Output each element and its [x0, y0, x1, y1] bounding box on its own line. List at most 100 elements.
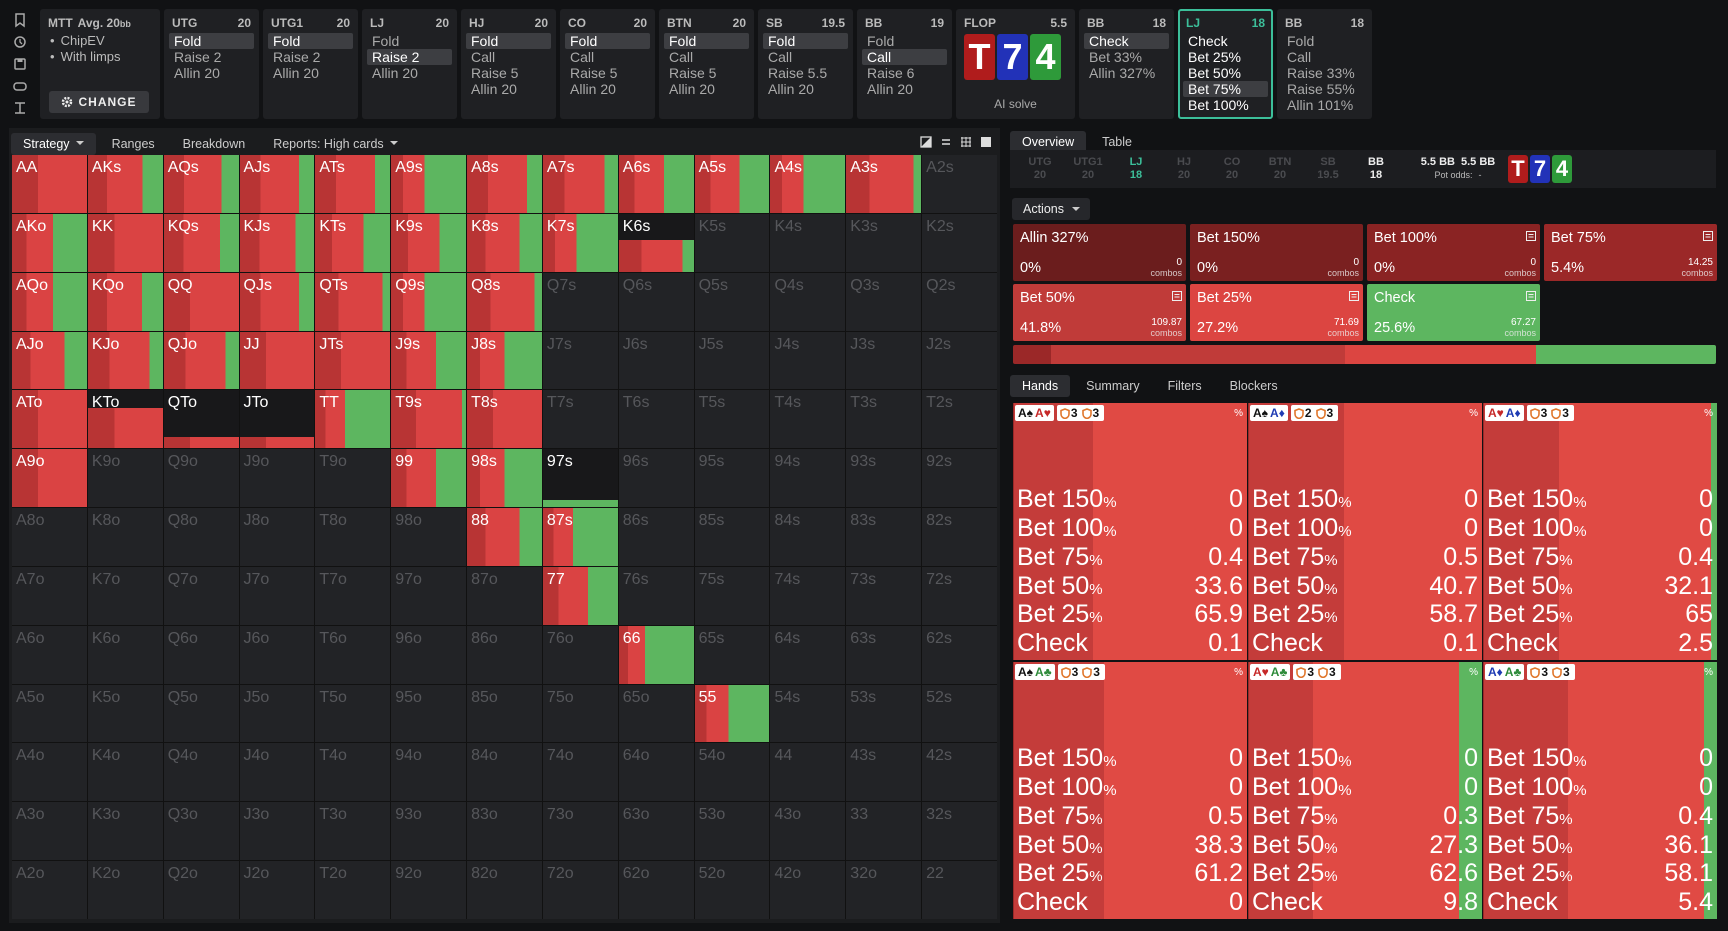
- hand-cell[interactable]: 42s: [922, 743, 997, 802]
- tab[interactable]: Hands: [1010, 375, 1071, 397]
- action-node[interactable]: CO 20 Fold Call Raise 5 Allin 20: [560, 9, 655, 119]
- hand-cell[interactable]: KJo: [87, 331, 163, 390]
- action-node[interactable]: BB 19 Fold Call Raise 6 Allin 20: [857, 9, 952, 119]
- action-tile[interactable]: Bet 100% 0% 0 combos: [1367, 224, 1540, 281]
- hand-tile[interactable]: A♥ A♦ 3 3% Bet 150% 0 Bet 100% 0 Bet 75% 0.4 Bet 5…: [1483, 403, 1717, 660]
- view-icon[interactable]: [980, 136, 992, 148]
- save-icon[interactable]: [13, 56, 27, 72]
- hand-cell[interactable]: ATo: [12, 390, 87, 449]
- hand-cell[interactable]: 53s: [846, 684, 922, 743]
- hand-cell[interactable]: AQs: [163, 155, 239, 213]
- hand-tile[interactable]: A♠ A♦ 2 3% Bet 150% 0 Bet 100% 0 Bet 75% 0.5 Bet 5…: [1248, 403, 1482, 660]
- hand-cell[interactable]: 62o: [618, 861, 694, 919]
- hand-cell[interactable]: AQo: [12, 272, 87, 331]
- action-tile[interactable]: Bet 50% 41.8% 109.87 combos: [1013, 284, 1186, 341]
- hand-tile[interactable]: A♦ A♣ 3 3% Bet 150% 0 Bet 100% 0 Bet 75% 0.4 Bet 5…: [1483, 662, 1717, 919]
- action-option[interactable]: Fold: [565, 33, 650, 49]
- hand-cell[interactable]: 75s: [694, 566, 770, 625]
- tab[interactable]: Table: [1102, 135, 1132, 149]
- hand-cell[interactable]: 75o: [542, 684, 618, 743]
- hand-cell[interactable]: 86o: [467, 625, 542, 684]
- action-option[interactable]: Bet 25%: [1188, 49, 1241, 65]
- hand-cell[interactable]: 33: [846, 802, 922, 861]
- strip-position[interactable]: SB 19.5: [1304, 156, 1352, 182]
- strip-position[interactable]: BB 18: [1352, 156, 1400, 182]
- hand-cell[interactable]: T9o: [315, 449, 391, 508]
- hand-cell[interactable]: 82o: [467, 861, 542, 919]
- hand-cell[interactable]: Q8s: [467, 272, 542, 331]
- hand-cell[interactable]: Q4o: [163, 743, 239, 802]
- action-option[interactable]: Bet 100%: [1188, 97, 1249, 113]
- hand-cell[interactable]: 97s: [542, 449, 618, 508]
- hand-cell[interactable]: K3s: [846, 213, 922, 272]
- hand-cell[interactable]: 73s: [846, 566, 922, 625]
- hand-cell[interactable]: Q9o: [163, 449, 239, 508]
- action-option[interactable]: Raise 2: [174, 49, 222, 65]
- hand-cell[interactable]: 87s: [542, 508, 618, 566]
- hand-cell[interactable]: K9s: [391, 213, 467, 272]
- hand-cell[interactable]: 22: [922, 861, 997, 919]
- hand-cell[interactable]: A3o: [12, 802, 87, 861]
- hand-cell[interactable]: A2s: [922, 155, 997, 213]
- hand-cell[interactable]: 32s: [922, 802, 997, 861]
- hand-cell[interactable]: J3o: [239, 802, 315, 861]
- layout-icon[interactable]: [13, 100, 27, 116]
- hand-cell[interactable]: Q6s: [618, 272, 694, 331]
- action-node[interactable]: UTG 20 Fold Raise 2 Allin 20: [164, 9, 259, 119]
- action-option[interactable]: Call: [1287, 49, 1312, 65]
- hand-cell[interactable]: A2o: [12, 861, 87, 919]
- hand-cell[interactable]: AKs: [87, 155, 163, 213]
- hand-cell[interactable]: J2o: [239, 861, 315, 919]
- action-option[interactable]: Bet 75%: [1183, 81, 1268, 97]
- hand-cell[interactable]: Q5s: [694, 272, 770, 331]
- action-node[interactable]: LJ 20 Fold Raise 2 Allin 20: [362, 9, 457, 119]
- strip-position[interactable]: UTG1 20: [1064, 156, 1112, 182]
- hand-cell[interactable]: K6o: [87, 625, 163, 684]
- hand-cell[interactable]: A8o: [12, 508, 87, 566]
- hand-cell[interactable]: T8s: [467, 390, 542, 449]
- hand-cell[interactable]: K4s: [770, 213, 846, 272]
- hand-cell[interactable]: AKo: [12, 213, 87, 272]
- hand-cell[interactable]: 84o: [467, 743, 542, 802]
- hand-cell[interactable]: T6o: [315, 625, 391, 684]
- hand-cell[interactable]: A6s: [618, 155, 694, 213]
- hand-cell[interactable]: 64s: [770, 625, 846, 684]
- action-option[interactable]: Call: [570, 49, 595, 65]
- hand-cell[interactable]: KK: [87, 213, 163, 272]
- action-option[interactable]: Allin 20: [669, 81, 715, 97]
- strip-position[interactable]: UTG 20: [1016, 156, 1064, 182]
- action-tile[interactable]: Bet 150% 0% 0 combos: [1190, 224, 1363, 281]
- hand-cell[interactable]: T6s: [618, 390, 694, 449]
- hand-cell[interactable]: Q9s: [391, 272, 467, 331]
- hand-cell[interactable]: KTo: [87, 390, 163, 449]
- hand-cell[interactable]: K4o: [87, 743, 163, 802]
- action-option[interactable]: Raise 5: [570, 65, 618, 81]
- hand-cell[interactable]: K2s: [922, 213, 997, 272]
- hand-cell[interactable]: A9o: [12, 449, 87, 508]
- hand-cell[interactable]: A8s: [467, 155, 542, 213]
- action-node[interactable]: BB 18 Fold Call Raise 33% Raise 55% Allin 101%: [1277, 9, 1372, 119]
- hand-cell[interactable]: 98s: [467, 449, 542, 508]
- action-tile[interactable]: Bet 25% 27.2% 71.69 combos: [1190, 284, 1363, 341]
- hand-cell[interactable]: 96o: [391, 625, 467, 684]
- hand-cell[interactable]: KTs: [315, 213, 391, 272]
- hand-cell[interactable]: J7s: [542, 331, 618, 390]
- hand-cell[interactable]: T7o: [315, 566, 391, 625]
- hand-cell[interactable]: AJs: [239, 155, 315, 213]
- action-node[interactable]: LJ 18 Check Bet 25% Bet 50% Bet 75% Bet 100%: [1178, 9, 1273, 119]
- hand-cell[interactable]: Q7s: [542, 272, 618, 331]
- action-node[interactable]: HJ 20 Fold Call Raise 5 Allin 20: [461, 9, 556, 119]
- hand-cell[interactable]: J5s: [694, 331, 770, 390]
- hand-cell[interactable]: 94s: [770, 449, 846, 508]
- hand-cell[interactable]: K8s: [467, 213, 542, 272]
- action-option[interactable]: Call: [768, 49, 793, 65]
- hand-cell[interactable]: 62s: [922, 625, 997, 684]
- action-option[interactable]: Allin 20: [273, 65, 319, 81]
- action-option[interactable]: Allin 20: [867, 81, 913, 97]
- action-option[interactable]: Call: [669, 49, 694, 65]
- hand-cell[interactable]: JTs: [315, 331, 391, 390]
- hand-cell[interactable]: T2s: [922, 390, 997, 449]
- action-option[interactable]: Allin 20: [471, 81, 517, 97]
- hand-cell[interactable]: 96s: [618, 449, 694, 508]
- hand-cell[interactable]: T2o: [315, 861, 391, 919]
